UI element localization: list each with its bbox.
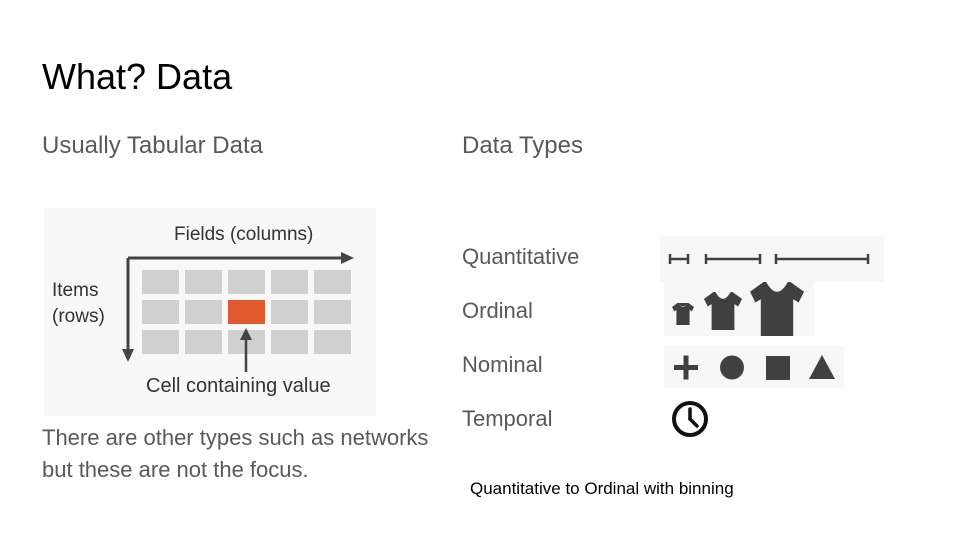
interval-lines-icon xyxy=(660,236,884,282)
table-diagram xyxy=(122,252,354,372)
square-icon xyxy=(766,356,790,380)
table-cell xyxy=(314,300,351,324)
plus-icon-vertical xyxy=(683,355,689,380)
highlighted-cell xyxy=(228,300,265,324)
table-cell xyxy=(228,270,265,294)
type-label-nominal: Nominal xyxy=(462,352,543,377)
table-cell xyxy=(185,330,222,354)
items-rows-label: Items (rows) xyxy=(52,278,105,330)
table-cell xyxy=(271,270,308,294)
tshirt-sizes-icon xyxy=(664,280,814,336)
cell-value-label: Cell containing value xyxy=(146,375,331,397)
table-cell xyxy=(185,270,222,294)
items-label-line2: (rows) xyxy=(52,306,105,327)
type-label-quantitative: Quantitative xyxy=(462,244,580,269)
items-label-line1: Items xyxy=(52,280,99,301)
table-cell xyxy=(142,330,179,354)
items-arrowhead-icon xyxy=(122,349,134,362)
triangle-icon xyxy=(809,355,835,379)
table-cell xyxy=(314,270,351,294)
type-label-temporal: Temporal xyxy=(462,406,553,431)
tabular-data-subheading: Usually Tabular Data xyxy=(42,132,264,159)
slide-title: What? Data xyxy=(42,56,233,97)
table-cell xyxy=(142,270,179,294)
cell-pointer-arrowhead-icon xyxy=(240,328,252,340)
binning-caption: Quantitative to Ordinal with binning xyxy=(470,479,734,498)
table-cell xyxy=(185,300,222,324)
clock-icon xyxy=(670,399,710,439)
shape-set-icon xyxy=(664,346,844,388)
circle-icon xyxy=(720,355,744,380)
table-cell xyxy=(142,300,179,324)
networks-note: There are other types such as networks b… xyxy=(42,425,429,482)
fields-arrowhead-icon xyxy=(341,252,354,264)
table-cell xyxy=(314,330,351,354)
tabular-data-figure: Fields (columns) Items (rows) Cell conta… xyxy=(44,208,376,416)
table-cell xyxy=(271,300,308,324)
type-label-ordinal: Ordinal xyxy=(462,298,533,323)
table-cell xyxy=(271,330,308,354)
fields-columns-label: Fields (columns) xyxy=(174,224,314,245)
data-types-subheading: Data Types xyxy=(462,132,583,159)
